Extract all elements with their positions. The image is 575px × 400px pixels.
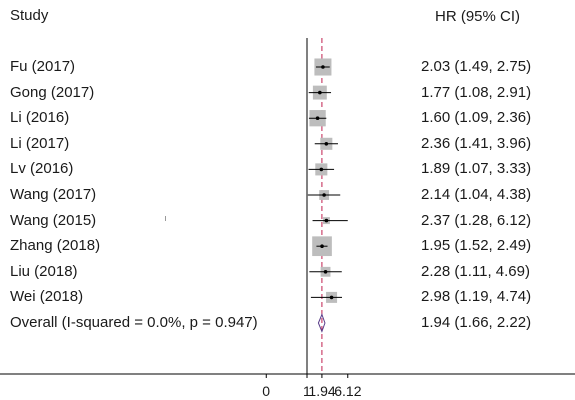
x-tick-label: 0 (262, 383, 271, 399)
study-label: Li (2017) (10, 134, 70, 152)
study-point (324, 142, 329, 146)
stray-mark (165, 216, 166, 221)
overall-label: Overall (I-squared = 0.0%, p = 0.947) (10, 314, 258, 331)
study-label: Lv (2016) (10, 160, 74, 178)
ci-text: 2.36 (1.41, 3.96) (421, 134, 532, 152)
study-label: Wang (2017) (10, 186, 97, 203)
study-point (329, 295, 334, 300)
study-point (315, 116, 320, 120)
study-label: Wei (2018) (10, 288, 84, 306)
ci-text: 1.89 (1.07, 3.33) (421, 160, 532, 178)
study-label: Zhang (2018) (10, 237, 101, 255)
study-label: Fu (2017) (10, 58, 76, 75)
ci-text: 2.14 (1.04, 4.38) (421, 186, 532, 203)
study-point (322, 193, 326, 197)
overall-ci-text: 1.94 (1.66, 2.22) (421, 314, 532, 331)
study-label: Liu (2018) (10, 262, 78, 280)
x-tick-label: 6.12 (334, 383, 362, 399)
ci-text: 1.60 (1.09, 2.36) (421, 109, 532, 127)
header-study: Study (10, 7, 49, 24)
x-tick-label: 1.94 (308, 383, 336, 399)
header-effect: HR (95% CI) (435, 8, 521, 25)
ci-text: 1.77 (1.08, 2.91) (421, 83, 532, 101)
study-point (319, 167, 324, 172)
study-label: Wang (2015) (10, 211, 97, 229)
study-point (324, 218, 329, 223)
study-point (320, 244, 324, 248)
study-point (321, 65, 325, 69)
overall-diamond (317, 313, 326, 333)
ci-text: 2.03 (1.49, 2.75) (421, 58, 532, 75)
ci-text: 2.98 (1.19, 4.74) (421, 288, 532, 306)
study-point (318, 90, 322, 95)
ci-text: 2.28 (1.11, 4.69) (421, 262, 530, 280)
study-point (323, 270, 328, 274)
ci-text: 2.37 (1.28, 6.12) (421, 211, 532, 229)
study-label: Li (2016) (10, 109, 70, 127)
study-label: Gong (2017) (10, 83, 95, 101)
x-tick-label: 1 (303, 383, 311, 399)
ci-text: 1.95 (1.52, 2.49) (421, 237, 532, 255)
